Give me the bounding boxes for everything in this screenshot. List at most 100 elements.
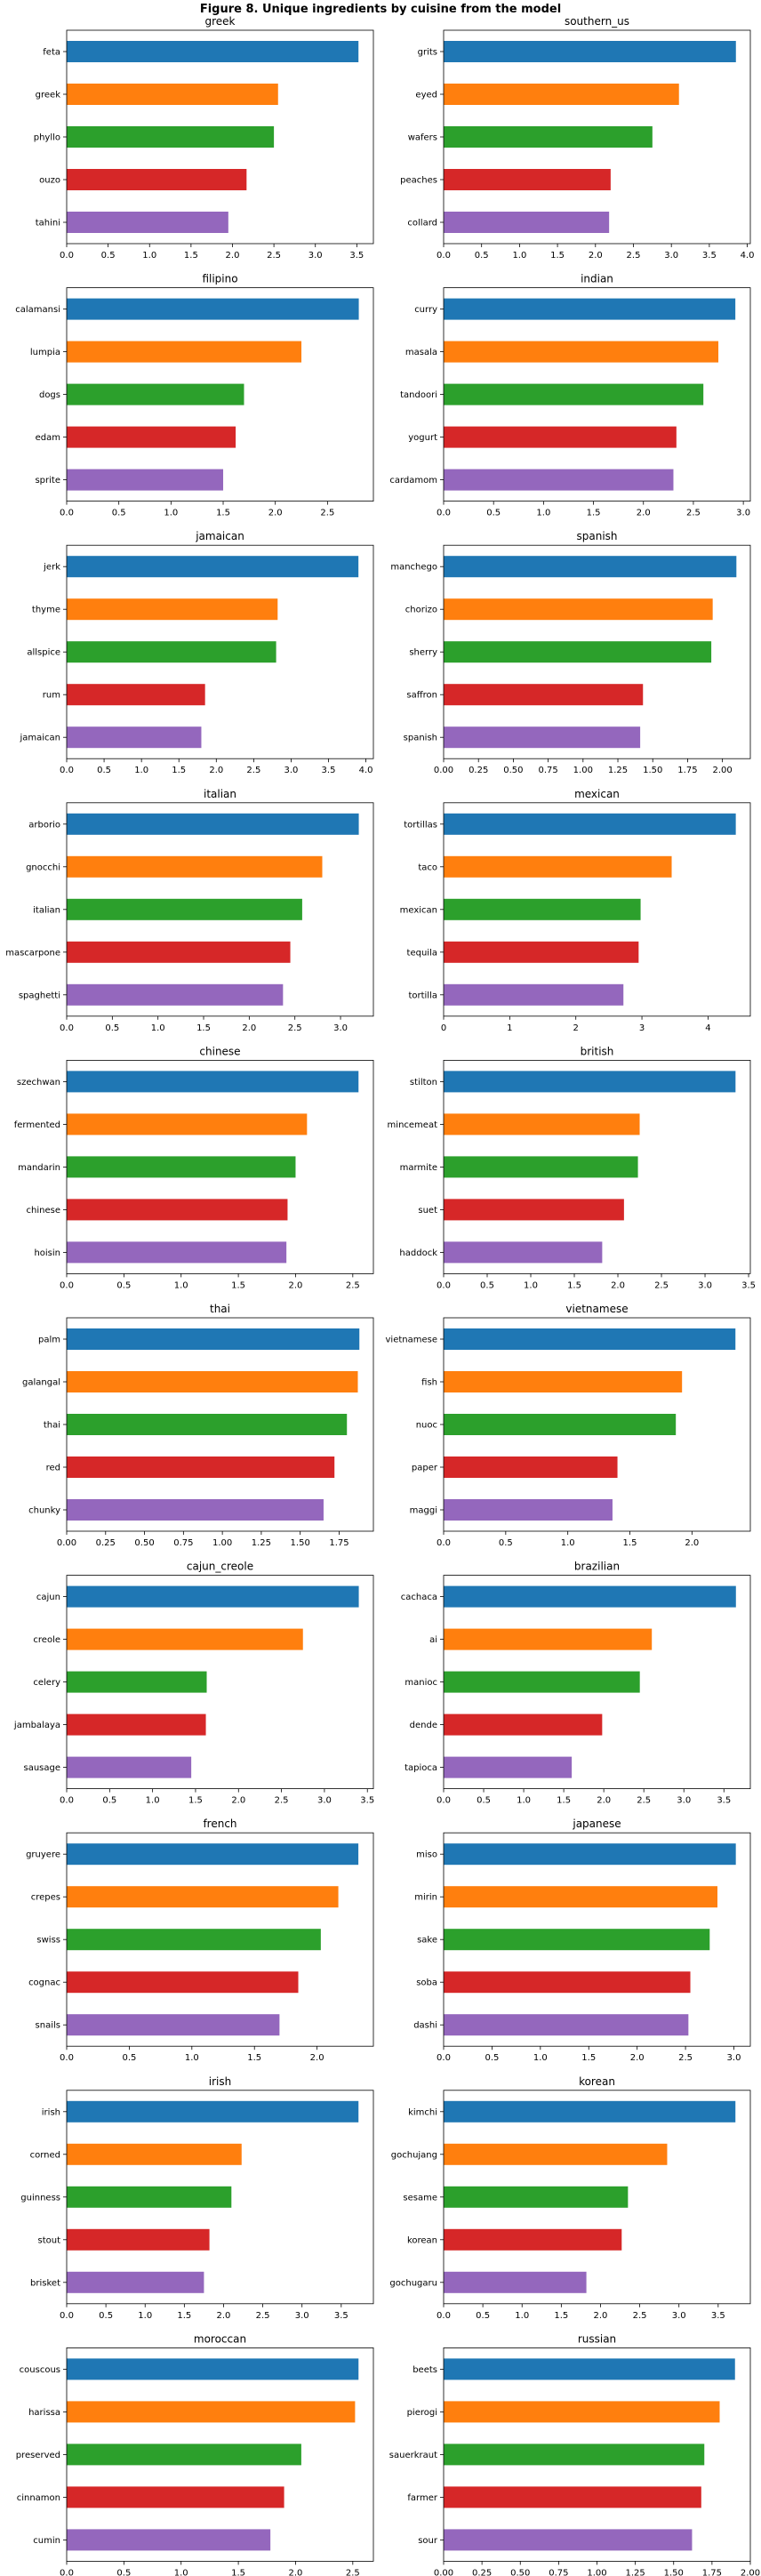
axes-frame xyxy=(443,544,751,759)
x-tick-label: 0.00 xyxy=(57,1538,76,1548)
chart-title: southern_us xyxy=(565,15,629,28)
x-tick-label: 3.5 xyxy=(702,251,717,261)
x-tick-label: 2.5 xyxy=(654,1280,669,1290)
x-tick-label: 1.5 xyxy=(196,1023,211,1033)
y-tick-label: sprite xyxy=(35,476,60,486)
x-tick-label: 3.0 xyxy=(727,2053,741,2063)
x-tick-label: 4 xyxy=(705,1023,710,1033)
x-tick-label: 1.5 xyxy=(567,1280,581,1290)
x-tick-label: 1.5 xyxy=(231,2568,245,2576)
x-tick-label: 1.0 xyxy=(164,509,178,518)
chart-title: jamaican xyxy=(195,530,244,542)
y-tick-label: ai xyxy=(429,1635,437,1645)
bar-eyed xyxy=(444,84,679,105)
bar-gochugaru xyxy=(444,2271,587,2293)
axes-frame xyxy=(443,287,751,502)
x-tick-label: 0.0 xyxy=(60,1023,74,1033)
y-tick-label: arborio xyxy=(28,820,60,830)
x-tick-label: 0.5 xyxy=(101,251,116,261)
chart-spanish: spanish manchego chorizo sherry saffron spani… xyxy=(390,530,751,775)
x-tick-label: 1.5 xyxy=(581,2053,596,2063)
x-tick-label: 0.5 xyxy=(486,509,501,518)
x-tick-label: 1.0 xyxy=(138,2311,152,2321)
y-tick-label: suet xyxy=(418,1206,437,1216)
y-tick-label: thyme xyxy=(32,606,60,615)
x-tick-label: 0.5 xyxy=(477,1796,491,1806)
x-tick-label: 0.50 xyxy=(503,766,523,775)
y-tick-label: mincemeat xyxy=(388,1120,438,1130)
y-tick-label: vietnamese xyxy=(386,1336,438,1345)
y-tick-label: tequila xyxy=(407,948,437,958)
chart-mexican: mexican tortillas taco mexican tequila tortil… xyxy=(400,788,751,1033)
x-tick-label: 2.0 xyxy=(289,1280,303,1290)
y-tick-label: jerk xyxy=(43,563,60,573)
bar-jambalaya xyxy=(67,1713,206,1736)
bar-cognac xyxy=(67,1971,299,1994)
bar-collard xyxy=(444,212,610,233)
y-tick-label: hoisin xyxy=(34,1248,60,1258)
bar-chunky xyxy=(67,1499,324,1521)
y-tick-label: maggi xyxy=(410,1506,437,1516)
bar-curry xyxy=(444,298,736,320)
bar-thai xyxy=(67,1414,348,1435)
x-tick-label: 1.0 xyxy=(151,1023,165,1033)
axes-frame xyxy=(66,802,374,1017)
bar-tequila xyxy=(444,941,639,963)
x-tick-label: 1.5 xyxy=(587,509,601,518)
y-tick-label: chorizo xyxy=(405,606,437,615)
x-tick-label: 2.0 xyxy=(630,2053,645,2063)
x-tick-label: 1.00 xyxy=(587,2568,606,2576)
bar-thyme xyxy=(67,598,278,621)
x-tick-label: 2.0 xyxy=(594,2311,608,2321)
x-tick-label: 2 xyxy=(573,1023,579,1033)
y-tick-label: spaghetti xyxy=(19,991,60,1000)
chart-title: russian xyxy=(578,2332,616,2345)
x-tick-label: 3.0 xyxy=(698,1280,712,1290)
bar-preserved xyxy=(67,2444,301,2466)
x-tick-label: 1.75 xyxy=(329,1538,348,1548)
x-tick-label: 3.0 xyxy=(664,251,678,261)
y-tick-label: cognac xyxy=(28,1978,60,1988)
x-tick-label: 1.5 xyxy=(554,2311,568,2321)
bar-celery xyxy=(67,1671,207,1693)
x-tick-label: 1.50 xyxy=(643,766,662,775)
x-tick-label: 0 xyxy=(441,1023,446,1033)
y-tick-label: miso xyxy=(416,1850,437,1860)
y-tick-label: italian xyxy=(33,905,60,915)
y-tick-label: marmite xyxy=(400,1163,437,1173)
x-tick-label: 3.0 xyxy=(333,1023,348,1033)
bar-sesame xyxy=(444,2186,629,2208)
bar-galangal xyxy=(67,1371,358,1392)
chart-italian: italian arborio gnocchi italian mascarpone sp… xyxy=(5,788,374,1033)
y-tick-label: pierogi xyxy=(407,2408,437,2418)
axes-frame xyxy=(443,1575,751,1789)
y-tick-label: sesame xyxy=(403,2193,437,2203)
x-tick-label: 0.0 xyxy=(437,2053,451,2063)
bar-guinness xyxy=(67,2186,232,2208)
x-tick-label: 0.50 xyxy=(510,2568,530,2576)
x-tick-label: 2.0 xyxy=(310,2053,324,2063)
y-tick-label: masala xyxy=(405,348,437,357)
x-tick-label: 2.0 xyxy=(637,509,651,518)
bar-red xyxy=(67,1457,335,1478)
chart-thai: thai palm galangal thai red chunky 0.00 0.25 0.5… xyxy=(22,1303,374,1548)
bar-cachaca xyxy=(444,1585,736,1608)
x-tick-label: 2.5 xyxy=(346,1280,360,1290)
x-tick-label: 1.00 xyxy=(212,1538,232,1548)
y-tick-label: jambalaya xyxy=(13,1721,60,1730)
y-tick-label: preserved xyxy=(16,2451,60,2460)
bar-soba xyxy=(444,1971,691,1994)
bar-feta xyxy=(67,41,359,62)
bar-tandoori xyxy=(444,383,704,405)
y-tick-label: lumpia xyxy=(30,348,60,357)
y-tick-label: eyed xyxy=(415,91,437,100)
x-tick-label: 0.00 xyxy=(434,2568,453,2576)
y-tick-label: dende xyxy=(410,1721,437,1730)
bar-tahini xyxy=(67,212,228,233)
x-tick-label: 0.0 xyxy=(60,2053,74,2063)
x-tick-label: 0.5 xyxy=(485,2053,499,2063)
x-tick-label: 0.0 xyxy=(60,1280,74,1290)
y-tick-label: yogurt xyxy=(408,433,437,443)
y-tick-label: cumin xyxy=(33,2536,60,2546)
bar-mincemeat xyxy=(444,1113,640,1136)
